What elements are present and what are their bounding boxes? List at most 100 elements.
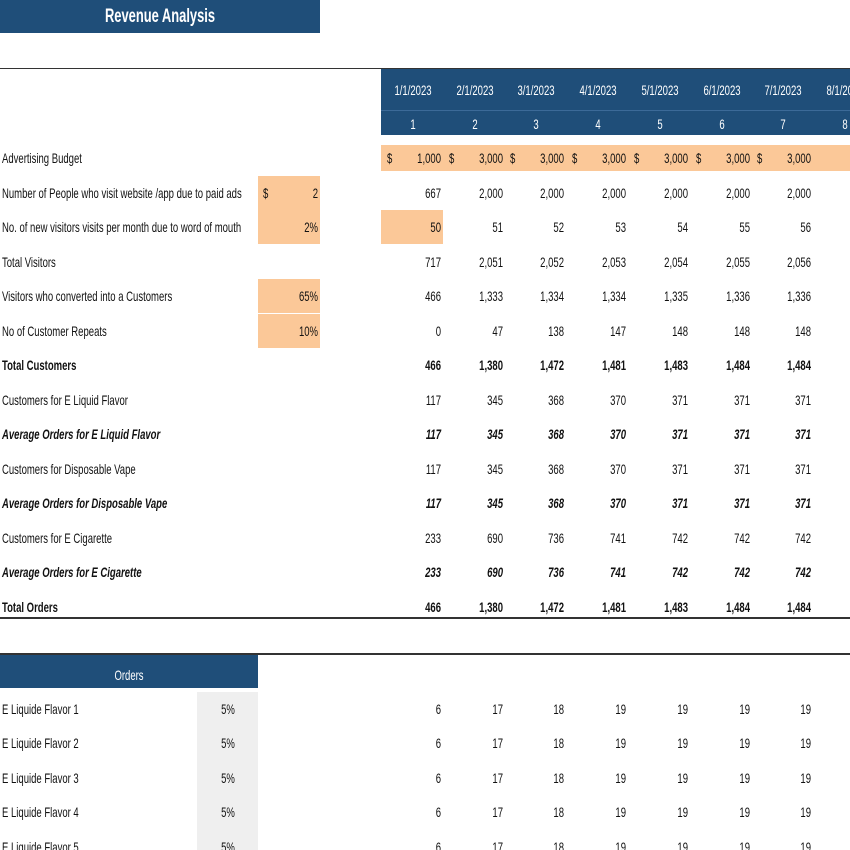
row-label: Average Orders for E Liquid Flavor	[2, 426, 161, 442]
currency: $	[510, 150, 516, 166]
row-label: Visitors who converted into a Customers	[2, 288, 173, 304]
order-share: 5%	[221, 769, 235, 786]
cell: 371	[795, 426, 812, 442]
cell: 2,000	[725, 184, 750, 201]
currency: $	[695, 150, 701, 166]
cell: 53	[615, 219, 627, 235]
cell: 19	[677, 838, 688, 850]
cell: 19	[677, 769, 688, 786]
column-period: 8	[842, 116, 848, 132]
cell: 1,380	[478, 357, 503, 373]
cell: 51	[492, 219, 503, 235]
cell: 18	[553, 838, 565, 850]
cell: 3,000	[787, 150, 812, 166]
cell: 345	[486, 460, 503, 477]
cell: 2,055	[725, 253, 750, 270]
input-value: 65%	[298, 288, 318, 304]
row-label: Average Orders for E Cigarette	[2, 564, 142, 580]
column-period: 4	[595, 116, 601, 132]
order-label: E Liquide Flavor 2	[2, 735, 79, 752]
cell: 19	[677, 701, 688, 717]
cell: 1,484	[725, 357, 750, 373]
cell: 742	[795, 529, 812, 546]
cell: 371	[733, 391, 750, 408]
cell: 233	[425, 529, 441, 546]
cell: 117	[425, 426, 441, 442]
order-share: 5%	[221, 735, 235, 752]
cell: 371	[795, 460, 812, 477]
cell: 17	[492, 838, 503, 850]
cell: 1,472	[540, 598, 565, 615]
cell: 47	[492, 322, 503, 339]
cell: 148	[795, 322, 812, 339]
order-label: E Liquide Flavor 3	[2, 769, 79, 786]
cell: 52	[553, 219, 565, 235]
cell: 368	[548, 460, 565, 477]
cell: 117	[425, 495, 441, 511]
column-date: 4/1/2023	[579, 82, 617, 98]
cell: 19	[677, 735, 688, 752]
row-label: Total Orders	[2, 598, 58, 615]
share-cell	[197, 760, 258, 796]
cell: 368	[548, 391, 565, 408]
cell: 19	[738, 701, 750, 717]
cell: 17	[492, 804, 503, 821]
order-label: E Liquide Flavor 5	[2, 838, 79, 850]
cell: 2,000	[663, 184, 688, 201]
cell: 2,051	[478, 253, 503, 270]
row-label: No. of new visitors visits per month due…	[2, 219, 242, 235]
cell: 2,052	[540, 253, 565, 270]
row-label: No of Customer Repeats	[2, 322, 107, 339]
cell: 147	[610, 322, 627, 339]
cell: 17	[492, 769, 503, 786]
cell: 2,054	[663, 253, 688, 270]
cell: 371	[733, 460, 750, 477]
currency: $	[448, 150, 454, 166]
column-date: 3/1/2023	[517, 82, 555, 98]
cell: 736	[548, 564, 565, 580]
cell: 19	[615, 838, 627, 850]
cell: 233	[425, 564, 441, 580]
order-share: 5%	[221, 838, 235, 850]
cell: 55	[738, 219, 750, 235]
row-label: Advertising Budget	[2, 150, 82, 166]
cell: 1,484	[787, 598, 812, 615]
input-cell	[258, 210, 320, 244]
cell: 19	[738, 804, 750, 821]
cell: 2,000	[602, 184, 627, 201]
cell: 18	[553, 735, 565, 752]
cell: 466	[425, 357, 441, 373]
cell: 19	[738, 735, 750, 752]
column-period: 7	[780, 116, 786, 132]
cell: 690	[486, 529, 503, 546]
row-label: Customers for E Liquid Flavor	[2, 391, 128, 408]
row-label: Customers for Disposable Vape	[2, 460, 136, 477]
cell: 1,380	[478, 598, 503, 615]
cell: 371	[733, 495, 750, 511]
cell: 19	[677, 804, 688, 821]
cell: 1,334	[602, 288, 627, 304]
cell: 1,336	[725, 288, 750, 304]
border	[0, 617, 850, 619]
cell: 138	[548, 322, 565, 339]
column-period: 2	[472, 116, 478, 132]
currency: $	[757, 150, 763, 166]
cell: 0	[435, 322, 441, 339]
cell: 2,000	[540, 184, 565, 201]
row-label: Average Orders for Disposable Vape	[2, 495, 168, 511]
cell: 18	[553, 701, 565, 717]
cell: 717	[425, 253, 441, 270]
cell: 54	[677, 219, 688, 235]
input-value: 2%	[304, 219, 318, 235]
input-value: 10%	[298, 322, 318, 339]
cell: 371	[795, 495, 812, 511]
column-date: 2/1/2023	[456, 82, 494, 98]
cell: 371	[671, 426, 688, 442]
order-label: E Liquide Flavor 4	[2, 804, 79, 821]
title-bar	[0, 0, 320, 33]
cell: 370	[610, 391, 627, 408]
cell: 345	[486, 391, 503, 408]
cell: 50	[430, 219, 441, 235]
cell: 1,481	[602, 357, 627, 373]
header-band	[381, 69, 850, 135]
